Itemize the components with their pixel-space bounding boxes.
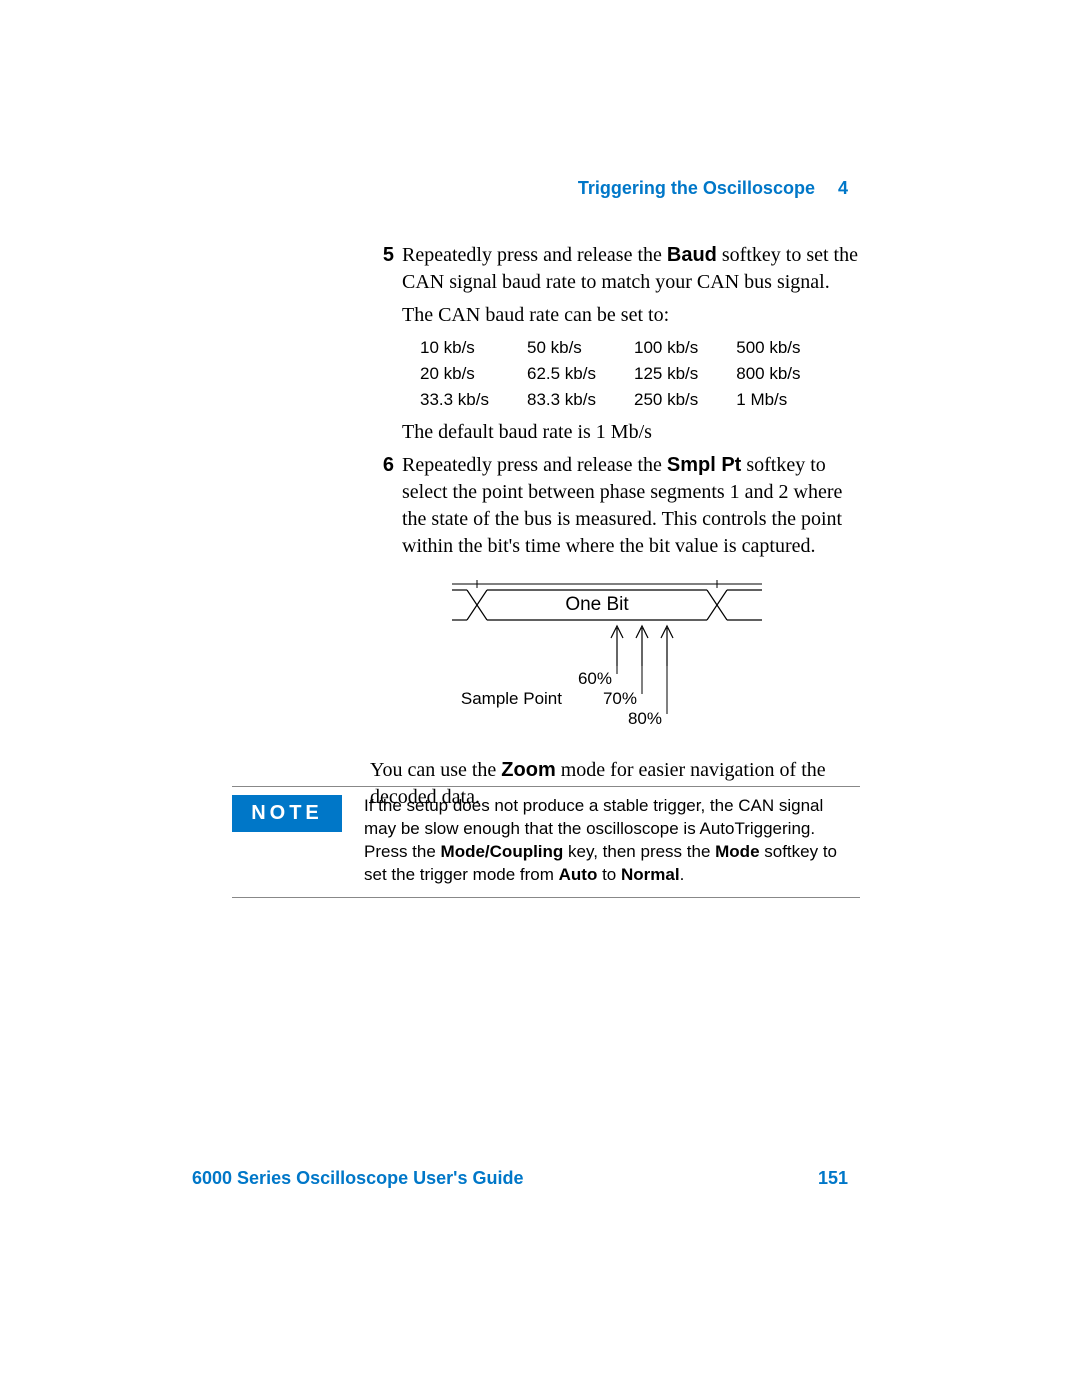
note-b4: Normal: [621, 865, 680, 884]
content-area: 5 Repeatedly press and release the Baud …: [370, 242, 860, 811]
note-t5: .: [680, 865, 685, 884]
baud-rate-table: 10 kb/s 50 kb/s 100 kb/s 500 kb/s 20 kb/…: [420, 335, 839, 413]
footer-page-number: 151: [818, 1168, 848, 1189]
baud-cell: 20 kb/s: [420, 361, 527, 387]
step-5-number: 5: [370, 242, 394, 296]
table-row: 33.3 kb/s 83.3 kb/s 250 kb/s 1 Mb/s: [420, 387, 839, 413]
page-footer: 6000 Series Oscilloscope User's Guide 15…: [192, 1168, 848, 1189]
note-text: If the setup does not produce a stable t…: [364, 795, 852, 887]
p70-label: 70%: [603, 689, 637, 708]
note-b1: Mode/Coupling: [441, 842, 564, 861]
table-row: 10 kb/s 50 kb/s 100 kb/s 500 kb/s: [420, 335, 839, 361]
step-5-body: Repeatedly press and release the Baud so…: [402, 242, 860, 296]
note-t2: key, then press the: [563, 842, 715, 861]
header-title: Triggering the Oscilloscope: [578, 178, 815, 198]
p80-label: 80%: [628, 709, 662, 728]
p60-label: 60%: [578, 669, 612, 688]
bit-diagram-svg: One Bit 60% 70% 80%: [432, 576, 782, 736]
note-b3: Auto: [559, 865, 598, 884]
header-chapter: 4: [838, 178, 848, 198]
one-bit-label: One Bit: [565, 594, 629, 615]
note-block: NOTE If the setup does not produce a sta…: [232, 786, 860, 898]
step-6: 6 Repeatedly press and release the Smpl …: [370, 452, 860, 560]
note-t4: to: [597, 865, 621, 884]
page: Triggering the Oscilloscope 4 5 Repeated…: [0, 0, 1080, 1397]
default-baud: The default baud rate is 1 Mb/s: [402, 419, 860, 446]
note-b2: Mode: [715, 842, 759, 861]
baud-cell: 1 Mb/s: [736, 387, 838, 413]
baud-cell: 250 kb/s: [634, 387, 736, 413]
sample-point-label: Sample Point: [461, 689, 562, 708]
page-header: Triggering the Oscilloscope 4: [578, 178, 848, 199]
baud-cell: 33.3 kb/s: [420, 387, 527, 413]
bit-diagram: One Bit 60% 70% 80%: [432, 576, 860, 741]
baud-cell: 10 kb/s: [420, 335, 527, 361]
baud-cell: 83.3 kb/s: [527, 387, 634, 413]
step-6-text-a: Repeatedly press and release the: [402, 454, 667, 476]
zoom-text-a: You can use the: [370, 759, 501, 781]
baud-intro: The CAN baud rate can be set to:: [402, 302, 860, 329]
step-6-bold: Smpl Pt: [667, 454, 741, 476]
step-5-text-a: Repeatedly press and release the: [402, 244, 667, 266]
baud-cell: 800 kb/s: [736, 361, 838, 387]
step-5-bold: Baud: [667, 244, 717, 266]
step-6-body: Repeatedly press and release the Smpl Pt…: [402, 452, 860, 560]
table-row: 20 kb/s 62.5 kb/s 125 kb/s 800 kb/s: [420, 361, 839, 387]
baud-cell: 500 kb/s: [736, 335, 838, 361]
baud-cell: 125 kb/s: [634, 361, 736, 387]
step-6-number: 6: [370, 452, 394, 560]
footer-guide: 6000 Series Oscilloscope User's Guide: [192, 1168, 523, 1188]
zoom-bold: Zoom: [501, 759, 555, 781]
note-label: NOTE: [232, 795, 342, 832]
baud-cell: 62.5 kb/s: [527, 361, 634, 387]
baud-cell: 100 kb/s: [634, 335, 736, 361]
baud-cell: 50 kb/s: [527, 335, 634, 361]
step-5: 5 Repeatedly press and release the Baud …: [370, 242, 860, 296]
